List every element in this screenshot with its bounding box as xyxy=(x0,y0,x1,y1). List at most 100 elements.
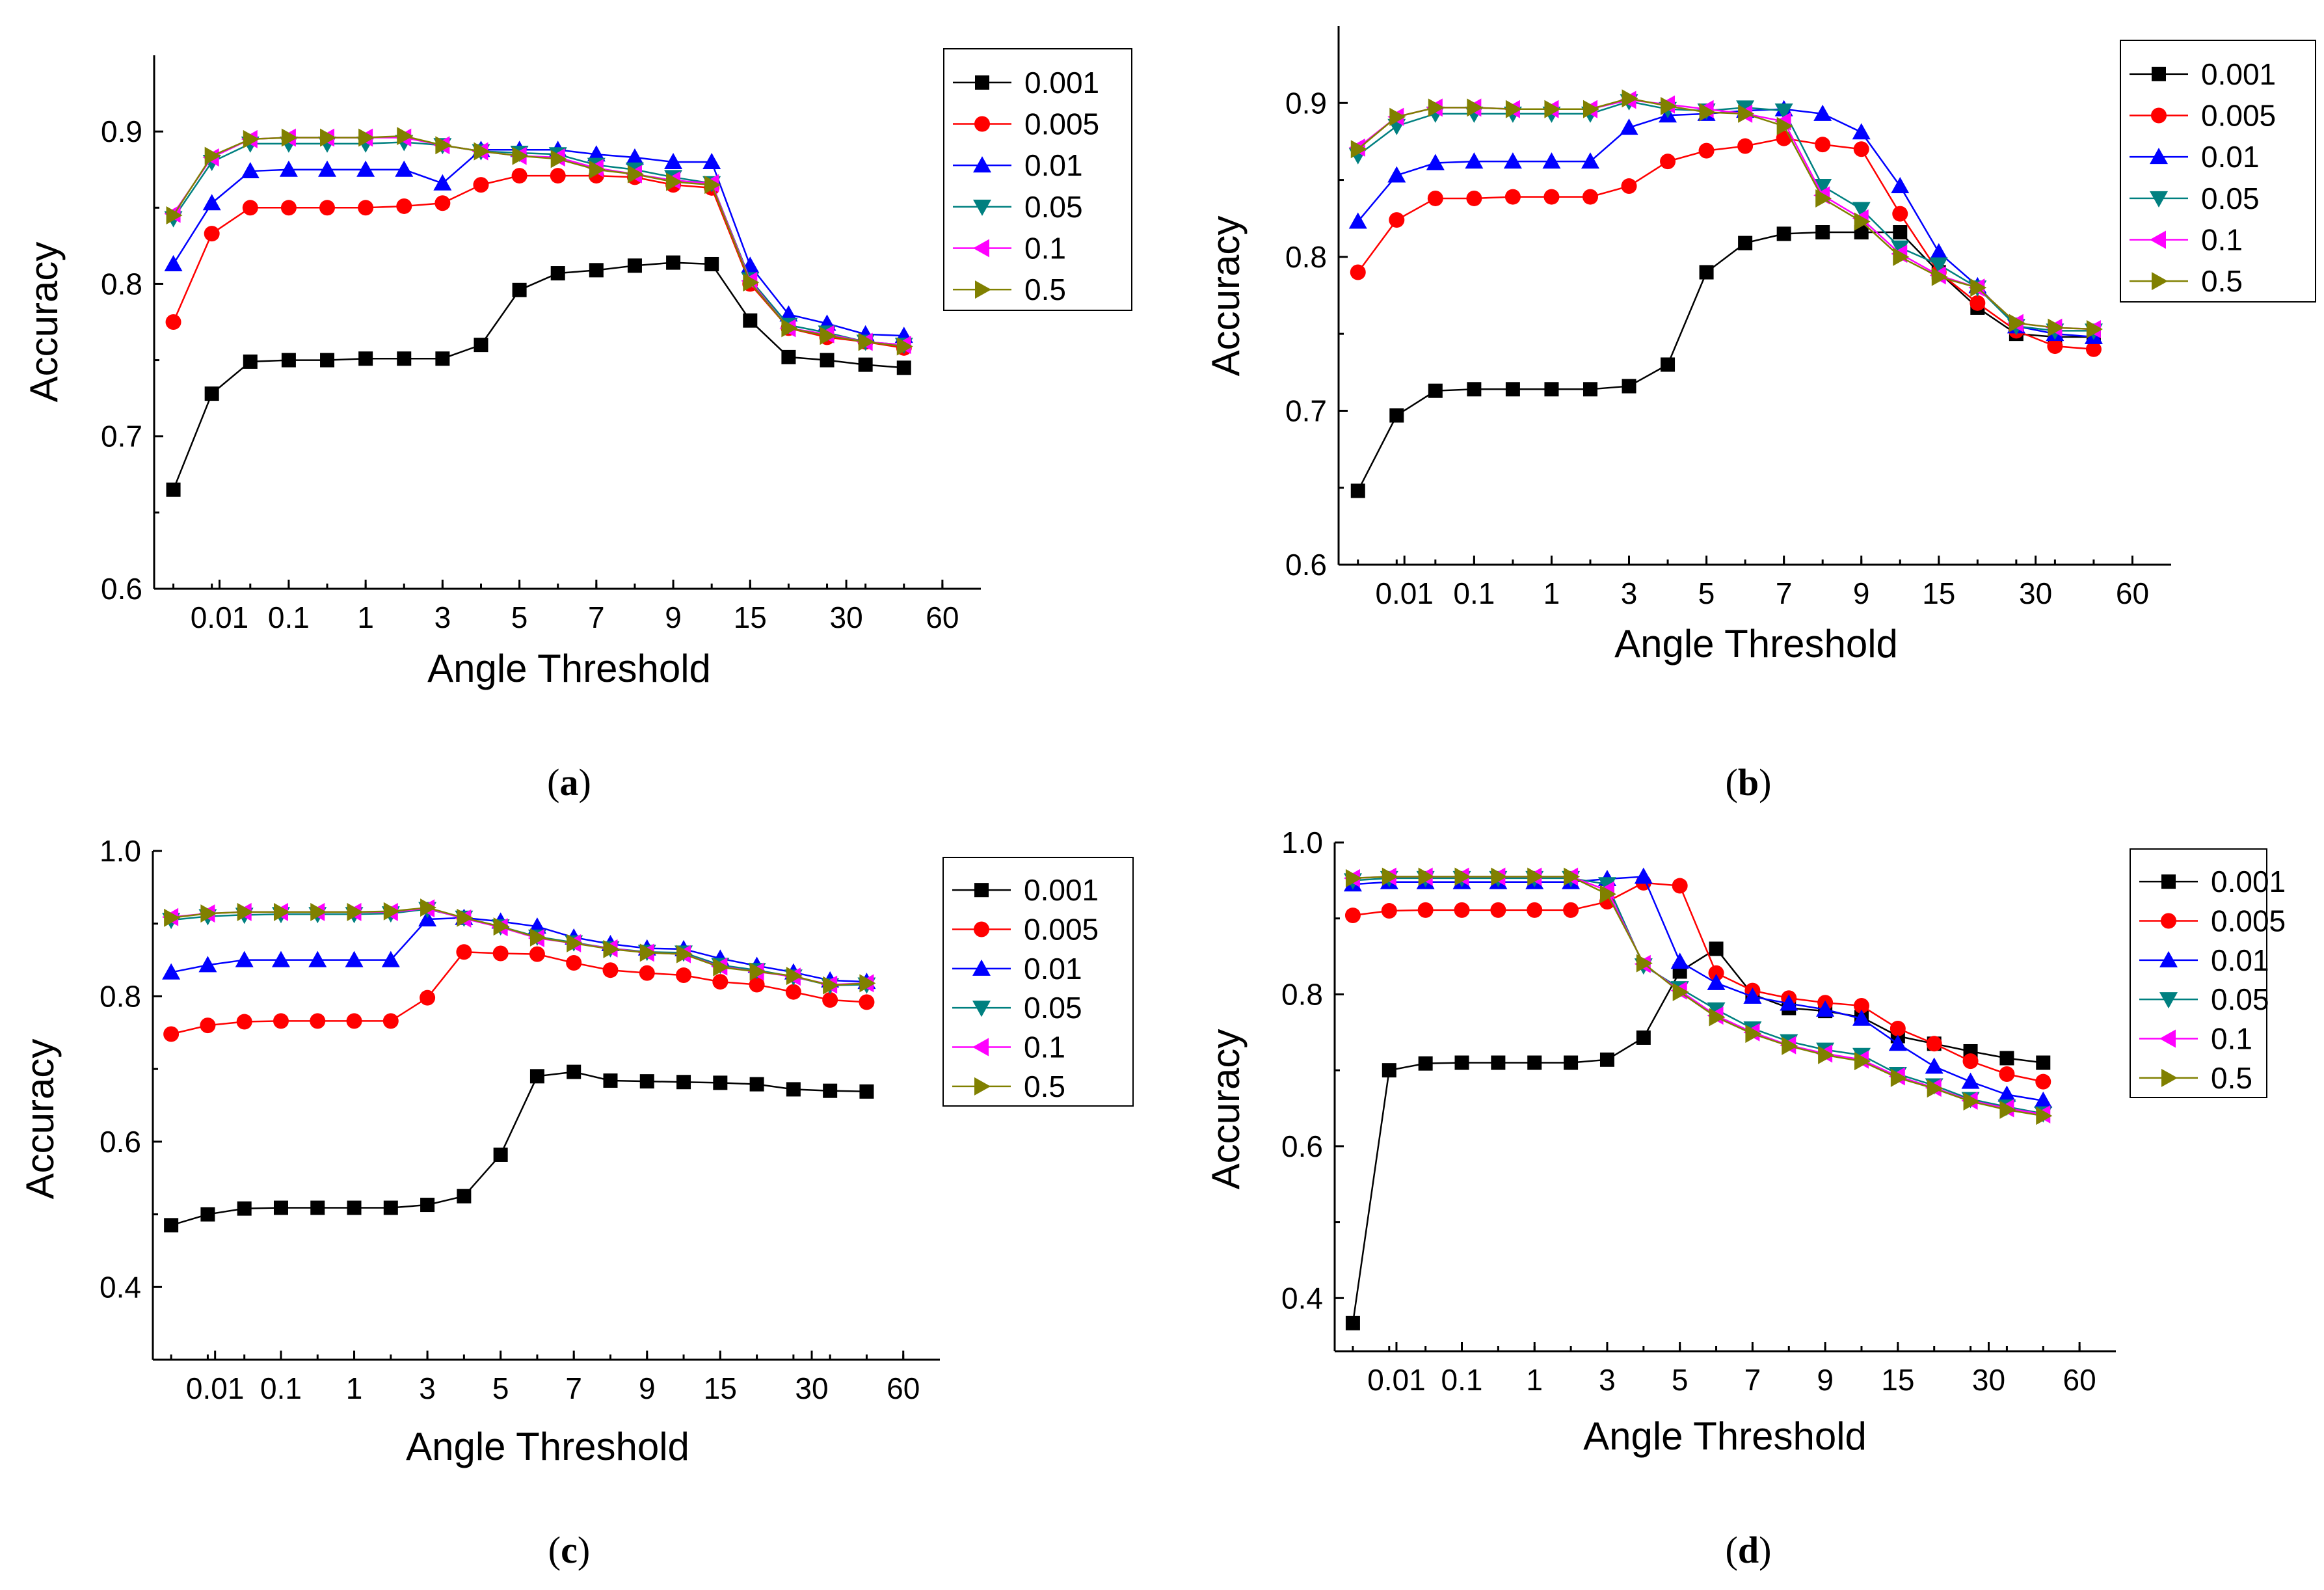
data-point xyxy=(749,962,766,981)
data-point xyxy=(1563,902,1579,918)
data-point xyxy=(1815,137,1831,153)
y-tick-label: 0.8 xyxy=(101,267,142,301)
data-point xyxy=(235,950,254,967)
x-tick-label: 3 xyxy=(419,1371,436,1405)
data-point xyxy=(474,338,488,353)
data-point xyxy=(1813,104,1832,121)
x-tick-label: 60 xyxy=(926,600,959,634)
data-point xyxy=(1344,908,1361,924)
data-point xyxy=(1737,138,1754,154)
legend-marker xyxy=(2150,191,2168,208)
data-point xyxy=(1927,1079,1943,1098)
legend-marker xyxy=(974,1077,991,1096)
data-point xyxy=(550,150,567,168)
data-point xyxy=(1672,878,1688,894)
series-0.5 xyxy=(1345,867,2053,1125)
data-point xyxy=(1491,1055,1506,1070)
data-point xyxy=(589,160,606,179)
legend-marker xyxy=(2150,148,2168,165)
y-tick-label: 0.6 xyxy=(100,1125,141,1159)
data-point xyxy=(1621,178,1637,195)
data-point xyxy=(1581,152,1599,169)
data-point xyxy=(1929,257,1948,274)
legend-marker xyxy=(974,921,989,937)
chart-panel-a: 0.6 0.7 0.8 0.9 0.01 0.1 1 3 5 7 9 15 30 60 Angle Thre… xyxy=(22,48,1132,803)
data-point xyxy=(743,273,760,292)
y-tick-label: 0.4 xyxy=(1281,1281,1323,1315)
data-point xyxy=(1699,103,1716,122)
legend-marker xyxy=(972,1038,989,1057)
y-axis-title: Accuracy xyxy=(1204,1029,1248,1190)
y-tick-label: 1.0 xyxy=(1281,826,1323,859)
data-point xyxy=(358,351,373,366)
data-point xyxy=(241,162,260,179)
y-tick-label: 0.8 xyxy=(1285,240,1327,274)
data-point xyxy=(1852,202,1871,219)
data-point xyxy=(395,160,414,177)
legend-marker xyxy=(2161,913,2176,929)
data-point xyxy=(1709,941,1724,956)
data-point xyxy=(1890,1020,1906,1036)
x-tick-label: 0.01 xyxy=(1375,576,1434,610)
data-point xyxy=(2086,320,2103,339)
data-point xyxy=(1888,1034,1907,1051)
data-point xyxy=(166,206,183,224)
data-point xyxy=(603,1073,618,1088)
x-tick-label: 7 xyxy=(1744,1363,1761,1397)
data-point xyxy=(1708,965,1724,981)
data-point xyxy=(420,1198,435,1213)
data-point xyxy=(1736,100,1755,117)
data-point xyxy=(786,967,803,986)
data-point xyxy=(781,349,796,364)
legend-label: 0.5 xyxy=(1024,1070,1065,1103)
legend-label: 0.001 xyxy=(2211,865,2286,898)
x-tick-label: 7 xyxy=(1776,576,1793,610)
data-point xyxy=(1738,104,1755,123)
data-point xyxy=(434,195,451,211)
data-point xyxy=(1670,952,1689,969)
x-tick-label: 15 xyxy=(704,1371,737,1405)
series-line xyxy=(1357,100,2094,332)
data-point xyxy=(492,945,509,962)
data-point xyxy=(281,353,296,368)
data-point xyxy=(512,282,527,297)
x-tick-label: 7 xyxy=(588,600,605,634)
data-point xyxy=(1854,225,1869,240)
x-tick-label: 0.01 xyxy=(191,600,249,634)
legend-marker xyxy=(972,959,991,976)
data-point xyxy=(310,1200,325,1215)
y-tick-label: 0.8 xyxy=(1281,977,1323,1011)
series-0.01 xyxy=(1343,867,2053,1108)
y-axis-title: Accuracy xyxy=(18,1039,62,1200)
data-point xyxy=(639,1074,654,1089)
data-point xyxy=(704,256,719,271)
legend: 0.001 0.005 0.01 0.05 0.1 0.5 xyxy=(2120,40,2316,303)
data-point xyxy=(279,160,298,177)
legend-box xyxy=(2130,848,2267,1098)
series-0.1 xyxy=(162,899,874,994)
data-point xyxy=(1780,994,1798,1011)
x-tick-label: 60 xyxy=(2116,576,2149,610)
data-point xyxy=(1350,264,1366,280)
data-point xyxy=(242,200,258,216)
data-point xyxy=(236,1014,252,1030)
legend-marker xyxy=(2159,1029,2176,1048)
x-axis-title: Angle Threshold xyxy=(406,1425,689,1468)
data-point xyxy=(1345,1315,1360,1330)
data-point xyxy=(273,1013,289,1029)
series-line xyxy=(172,262,904,491)
data-point xyxy=(1467,382,1482,397)
data-point xyxy=(320,128,337,147)
x-tick-label: 0.1 xyxy=(1441,1363,1483,1397)
data-point xyxy=(1599,885,1616,904)
data-point xyxy=(712,974,728,990)
data-point xyxy=(237,1201,252,1216)
legend-marker xyxy=(2152,66,2166,81)
data-point xyxy=(164,254,183,271)
data-point xyxy=(529,928,546,947)
data-point xyxy=(567,1064,581,1079)
series-line xyxy=(172,135,904,347)
data-point xyxy=(1583,100,1599,118)
legend-marker xyxy=(2161,874,2176,889)
series-0.005 xyxy=(1344,874,2051,1090)
